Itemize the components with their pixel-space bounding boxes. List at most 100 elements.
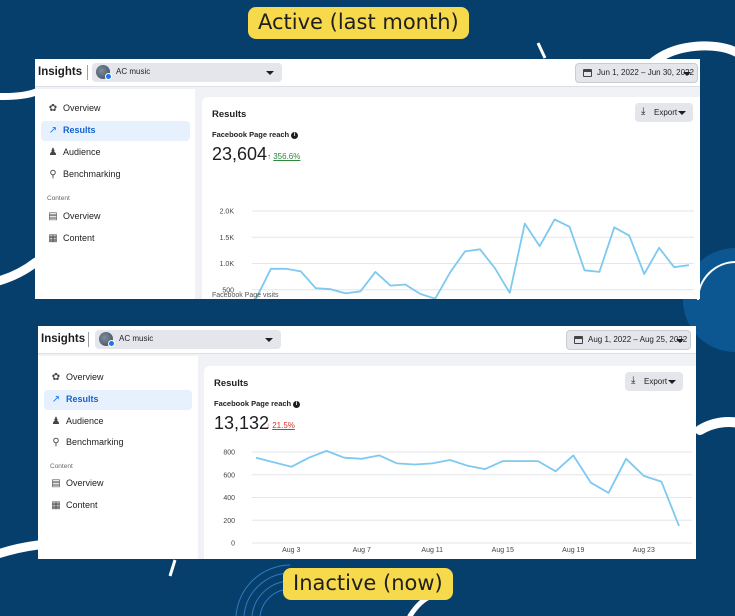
sidebar-item-label: Overview (66, 372, 104, 382)
x-tick-label: Aug 11 (421, 547, 443, 554)
y-tick-label: 2.0K (220, 209, 235, 216)
sidebar-item-label: Results (63, 125, 96, 135)
info-icon[interactable]: i (293, 400, 301, 408)
benchmarking-icon: ⚲ (52, 437, 60, 448)
sidebar-item-label: Overview (66, 478, 104, 488)
topbar-divider (88, 332, 89, 347)
y-tick-label: 0 (231, 541, 235, 548)
export-button[interactable]: ⤓ Export (625, 372, 683, 391)
results-card: Results ⤓ Export Facebook Page reach i 13… (204, 366, 696, 559)
reach-line-chart: 05001.0K1.5K2.0KJun 3Jun 7Jun 11Jun 15Ju… (220, 209, 694, 299)
page-selector[interactable]: AC music (95, 330, 281, 349)
download-icon: ⤓ (641, 106, 646, 117)
results-title: Results (212, 109, 247, 120)
sidebar-item-benchmarking[interactable]: ⚲ Benchmarking (44, 433, 192, 453)
metric-value: 23,604 (212, 144, 268, 164)
sidebar-item-results[interactable]: ↗ Results (41, 121, 190, 141)
download-icon: ⤓ (631, 375, 636, 386)
arrow-up-icon: ↑ (267, 152, 271, 161)
sidebar-item-content[interactable]: ▦ Content (44, 496, 192, 516)
y-tick-label: 600 (223, 472, 235, 479)
x-tick-label: Aug 3 (282, 547, 300, 554)
series-line (255, 218, 690, 299)
metric-label: Facebook Page reach i (214, 399, 301, 408)
date-range-picker[interactable]: Aug 1, 2022 – Aug 25, 2022 (566, 330, 691, 350)
audience-icon: ♟ (48, 147, 58, 158)
chevron-down-icon (265, 338, 273, 342)
sidebar-item-audience[interactable]: ♟ Audience (41, 143, 190, 163)
info-icon[interactable]: i (291, 131, 299, 139)
results-card: Results ⤓ Export Facebook Page reach i 23… (202, 97, 700, 299)
sidebar-item-content[interactable]: ▦ Content (41, 229, 190, 249)
insights-sidebar: ✿ Overview ↗ Results ♟ Audience ⚲ Benchm… (38, 356, 198, 559)
sidebar-item-results[interactable]: ↗ Results (44, 390, 192, 410)
overview-icon: ✿ (48, 103, 58, 114)
topbar-divider (87, 65, 88, 80)
x-tick-label: Aug 19 (562, 547, 584, 554)
y-tick-label: 400 (223, 495, 235, 502)
y-tick-label: 1.5K (220, 235, 235, 242)
x-tick-label: Aug 23 (633, 547, 655, 554)
sidebar-item-content-overview[interactable]: ▤ Overview (41, 207, 190, 227)
metric-value: 13,132 (214, 413, 270, 433)
x-tick-label: Aug 7 (353, 547, 371, 554)
insights-title: Insights (41, 333, 86, 345)
y-tick-label: 200 (223, 518, 235, 525)
sidebar-section-content: Content (50, 463, 73, 470)
sidebar-item-overview[interactable]: ✿ Overview (44, 368, 192, 388)
chevron-down-icon (266, 71, 274, 75)
sidebar-item-label: Content (63, 233, 95, 243)
sidebar-item-label: Content (66, 500, 98, 510)
facebook-badge-icon (105, 73, 112, 80)
page-name: AC music (116, 67, 151, 76)
metric-label-text: Facebook Page reach (214, 399, 292, 408)
date-range-text: Jun 1, 2022 – Jun 30, 2022 (597, 68, 694, 77)
sidebar-item-benchmarking[interactable]: ⚲ Benchmarking (41, 165, 190, 185)
x-tick-label: Aug 15 (492, 547, 514, 554)
content-overview-icon: ▤ (48, 211, 58, 222)
chevron-down-icon (683, 72, 691, 76)
results-title: Results (214, 378, 249, 389)
insights-panel-active: Insights AC music Jun 1, 2022 – Jun 30, … (35, 59, 700, 299)
metric-label-text: Facebook Page reach (212, 130, 290, 139)
metric-change-percent: 21.5% (272, 421, 295, 430)
sidebar-item-label: Benchmarking (63, 169, 121, 179)
export-label: Export (644, 377, 668, 386)
audience-icon: ♟ (51, 416, 61, 427)
calendar-icon (574, 336, 583, 344)
next-metric-label: Facebook Page visits (212, 292, 279, 299)
results-icon: ↗ (48, 125, 58, 136)
y-tick-label: 1.0K (220, 261, 235, 268)
date-range-picker[interactable]: Jun 1, 2022 – Jun 30, 2022 (575, 63, 698, 83)
chevron-down-icon (676, 339, 684, 343)
sidebar-item-label: Audience (63, 147, 101, 157)
content-table-icon: ▦ (48, 233, 58, 244)
export-button[interactable]: ⤓ Export (635, 103, 693, 122)
arrow-down-icon: ↓ (266, 421, 270, 430)
export-label: Export (654, 108, 678, 117)
facebook-badge-icon (108, 340, 115, 347)
metric-change-percent: 356.6% (273, 152, 301, 161)
metric-label: Facebook Page reach i (212, 130, 299, 139)
overview-icon: ✿ (51, 372, 61, 383)
sidebar-section-content: Content (47, 195, 70, 202)
content-overview-icon: ▤ (51, 478, 61, 489)
date-range-text: Aug 1, 2022 – Aug 25, 2022 (588, 335, 688, 344)
sidebar-item-overview[interactable]: ✿ Overview (41, 99, 190, 119)
sidebar-item-label: Benchmarking (66, 437, 124, 447)
y-tick-label: 800 (223, 450, 235, 457)
y-tick-label: 500 (222, 287, 234, 294)
insights-sidebar: ✿ Overview ↗ Results ♟ Audience ⚲ Benchm… (35, 89, 195, 299)
page-selector[interactable]: AC music (92, 63, 282, 82)
content-table-icon: ▦ (51, 500, 61, 511)
sidebar-item-label: Results (66, 394, 99, 404)
metric-change: ↓ 21.5% (266, 421, 295, 430)
sidebar-item-label: Overview (63, 211, 101, 221)
benchmarking-icon: ⚲ (49, 169, 57, 180)
page-name: AC music (119, 334, 154, 343)
sidebar-item-content-overview[interactable]: ▤ Overview (44, 474, 192, 494)
insights-panel-inactive: Insights AC music Aug 1, 2022 – Aug 25, … (38, 326, 696, 559)
sidebar-item-audience[interactable]: ♟ Audience (44, 412, 192, 432)
caption-active: Active (last month) (248, 7, 469, 39)
metric-change: ↑ 356.6% (267, 152, 300, 161)
